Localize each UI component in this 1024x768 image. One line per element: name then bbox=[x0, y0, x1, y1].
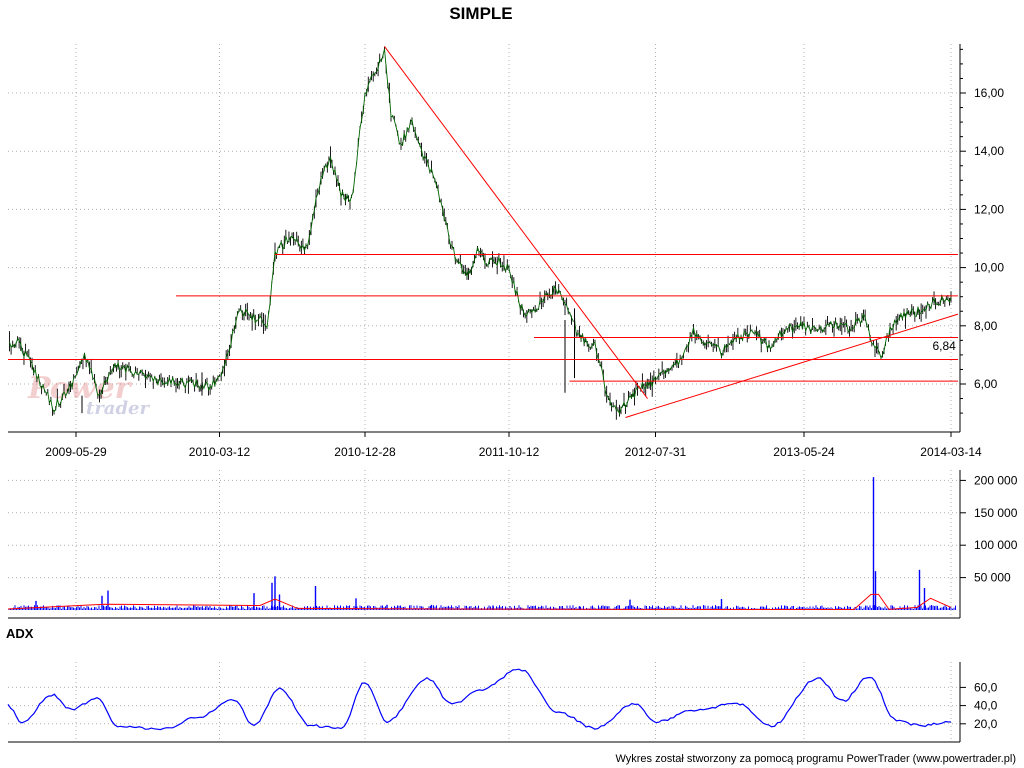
x-tick-label: 2011-10-12 bbox=[479, 445, 540, 459]
x-tick-label: 2014-03-14 bbox=[920, 445, 982, 459]
volume-average-line bbox=[7, 593, 952, 611]
x-tick-label: 2013-05-24 bbox=[773, 445, 835, 459]
chart-title: SIMPLE bbox=[449, 4, 512, 23]
level-label: 6,84 bbox=[933, 339, 957, 353]
price-y-ticks: 6,00 8,00 10,00 12,00 14,00 16,00 bbox=[960, 48, 1004, 414]
y-tick-label: 20,0 bbox=[974, 717, 998, 731]
y-tick-label: 40,0 bbox=[974, 699, 998, 713]
footer-credit: Wykres został stworzony za pomocą progra… bbox=[615, 753, 1016, 765]
volume-y-ticks: 50 000 100 000 150 000 200 000 bbox=[960, 473, 1018, 585]
y-tick-label: 150 000 bbox=[974, 506, 1018, 520]
adx-panel-title: ADX bbox=[6, 626, 34, 641]
panel-frames bbox=[8, 44, 961, 743]
trend-lines bbox=[8, 46, 959, 418]
annotations: 6,84 bbox=[933, 339, 957, 353]
adx-line bbox=[7, 668, 952, 731]
adx-y-ticks: 20,0 40,0 60,0 bbox=[960, 680, 998, 731]
x-axis-ticks: 2009-05-29 2010-03-12 2010-12-28 2011-10-12… bbox=[45, 432, 982, 459]
x-tick-label: 2012-07-31 bbox=[625, 445, 687, 459]
chart-grid bbox=[8, 44, 960, 742]
y-tick-label: 14,00 bbox=[974, 144, 1004, 158]
watermark: Power trader bbox=[27, 371, 150, 419]
x-tick-label: 2010-12-28 bbox=[334, 445, 396, 459]
watermark-trader: trader bbox=[86, 398, 150, 419]
y-tick-label: 200 000 bbox=[974, 473, 1018, 487]
y-tick-label: 6,00 bbox=[974, 377, 998, 391]
price-line bbox=[9, 48, 952, 416]
y-tick-label: 8,00 bbox=[974, 319, 998, 333]
y-tick-label: 16,00 bbox=[974, 86, 1004, 100]
trend-line bbox=[625, 313, 959, 418]
y-tick-label: 60,0 bbox=[974, 680, 998, 694]
y-tick-label: 10,00 bbox=[974, 261, 1004, 275]
x-tick-label: 2010-03-12 bbox=[189, 445, 251, 459]
y-tick-label: 100 000 bbox=[974, 538, 1018, 552]
price-series bbox=[9, 46, 952, 420]
y-tick-label: 12,00 bbox=[974, 202, 1004, 216]
adx-series bbox=[7, 668, 952, 731]
y-tick-label: 50 000 bbox=[974, 571, 1011, 585]
volume-bars bbox=[7, 477, 956, 611]
watermark-power: Power bbox=[27, 371, 133, 406]
trend-line bbox=[384, 46, 648, 399]
x-tick-label: 2009-05-29 bbox=[45, 445, 107, 459]
